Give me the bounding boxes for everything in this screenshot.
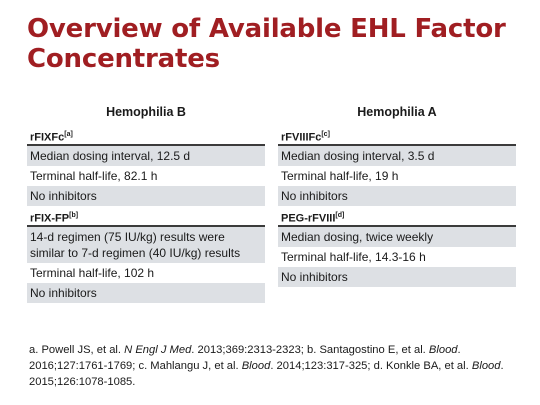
rfviiifc-dosing-row: Median dosing interval, 3.5 d: [278, 146, 516, 166]
peg-rfviii-dosing-row: Median dosing, twice weekly: [278, 227, 516, 247]
peg-rfviii-inhibitors-row: No inhibitors: [278, 267, 516, 287]
rfviiifc-halflife-row: Terminal half-life, 19 h: [281, 169, 399, 183]
rfixfc-inhibitors-row: No inhibitors: [27, 186, 265, 206]
rfix-fp-regimen-row: 14-d regimen (75 IU/kg) results were sim…: [27, 227, 265, 263]
slide-title: Overview of Available EHL Factor Concent…: [27, 14, 506, 74]
hemophilia-b-column: Hemophilia B rFIXFc[a] Median dosing int…: [27, 104, 265, 303]
rfixfc-dosing-row: Median dosing interval, 12.5 d: [27, 146, 265, 166]
hemophilia-b-header: Hemophilia B: [106, 105, 186, 119]
peg-rfviii-halflife-row: Terminal half-life, 14.3-16 h: [281, 250, 426, 264]
references-footnote: a. Powell JS, et al. N Engl J Med. 2013;…: [29, 344, 504, 388]
rfix-fp-inhibitors-row: No inhibitors: [27, 283, 265, 303]
rfixfc-product-label: rFIXFc[a]: [27, 125, 265, 146]
hemophilia-a-column: Hemophilia A rFVIIIFc[c] Median dosing i…: [278, 104, 516, 287]
peg-rfviii-product-label: PEG-rFVIII[d]: [278, 206, 516, 227]
rfviiifc-product-label: rFVIIIFc[c]: [278, 125, 516, 146]
rfix-fp-halflife-row: Terminal half-life, 102 h: [30, 266, 155, 280]
rfviiifc-inhibitors-row: No inhibitors: [278, 186, 516, 206]
hemophilia-a-header: Hemophilia A: [357, 105, 437, 119]
rfix-fp-product-label: rFIX-FP[b]: [27, 206, 265, 227]
rfixfc-halflife-row: Terminal half-life, 82.1 h: [30, 169, 158, 183]
